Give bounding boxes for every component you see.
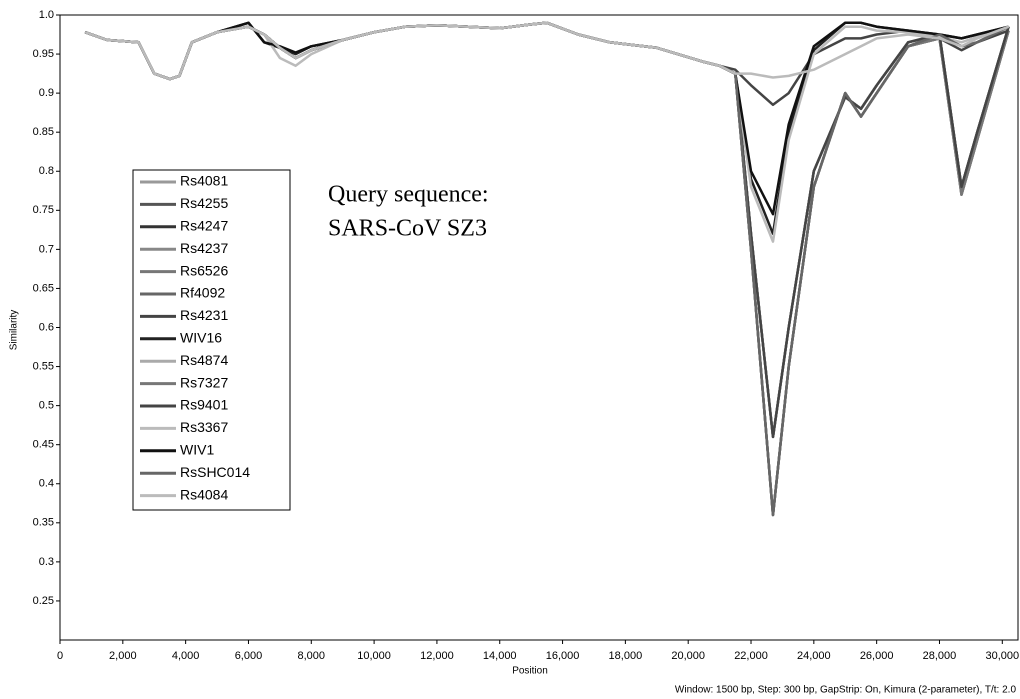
y-tick-label: 0.25 [33, 595, 54, 607]
y-tick-label: 0.45 [33, 439, 54, 451]
legend-label: Rs4081 [180, 173, 228, 189]
x-tick-label: 18,000 [609, 650, 643, 662]
y-tick-label: 0.6 [39, 321, 54, 333]
legend-label: Rs4084 [180, 486, 228, 502]
y-tick-label: 0.3 [39, 556, 54, 568]
y-tick-label: 0.9 [39, 87, 54, 99]
x-tick-label: 24,000 [797, 650, 831, 662]
y-axis-label: Similarity [9, 310, 20, 351]
y-tick-label: 0.95 [33, 48, 54, 60]
x-tick-label: 22,000 [734, 650, 768, 662]
legend-label: Rs4874 [180, 352, 228, 368]
y-tick-label: 0.55 [33, 360, 54, 372]
y-tick-label: 0.7 [39, 243, 54, 255]
x-tick-label: 10,000 [357, 650, 391, 662]
x-tick-label: 16,000 [546, 650, 580, 662]
y-tick-label: 0.5 [39, 400, 54, 412]
legend-label: Rs4231 [180, 307, 228, 323]
legend-label: Rs9401 [180, 397, 228, 413]
series-line [84, 21, 1010, 81]
x-axis-label: Position [512, 666, 548, 677]
y-tick-label: 0.4 [39, 478, 54, 490]
legend-label: Rs4237 [180, 240, 228, 256]
x-tick-label: 28,000 [923, 650, 957, 662]
annotation: SARS-CoV SZ3 [328, 216, 487, 242]
x-tick-label: 20,000 [671, 650, 705, 662]
x-tick-label: 12,000 [420, 650, 454, 662]
legend-label: Rs4247 [180, 218, 228, 234]
legend-label: Rs7327 [180, 374, 228, 390]
y-tick-label: 0.8 [39, 165, 54, 177]
x-tick-label: 30,000 [985, 650, 1019, 662]
y-tick-label: 0.35 [33, 517, 54, 529]
series-line [84, 21, 1010, 107]
footer: Window: 1500 bp, Step: 300 bp, GapStrip:… [675, 685, 1017, 696]
legend-label: WIV1 [180, 442, 214, 458]
y-tick-label: 0.75 [33, 204, 54, 216]
legend-label: Rs4255 [180, 195, 228, 211]
legend-label: Rs6526 [180, 262, 228, 278]
x-tick-label: 0 [57, 650, 63, 662]
legend-label: WIV16 [180, 330, 222, 346]
y-tick-label: 1.0 [39, 9, 54, 21]
x-tick-label: 14,000 [483, 650, 517, 662]
legend-label: RsSHC014 [180, 464, 250, 480]
annotation: Query sequence: [328, 182, 489, 208]
x-tick-label: 8,000 [298, 650, 326, 662]
x-tick-label: 4,000 [172, 650, 200, 662]
legend-label: Rf4092 [180, 285, 225, 301]
y-tick-label: 0.65 [33, 282, 54, 294]
x-tick-label: 26,000 [860, 650, 894, 662]
x-tick-label: 6,000 [235, 650, 263, 662]
x-tick-label: 2,000 [109, 650, 137, 662]
y-tick-label: 0.85 [33, 126, 54, 138]
legend-label: Rs3367 [180, 419, 228, 435]
